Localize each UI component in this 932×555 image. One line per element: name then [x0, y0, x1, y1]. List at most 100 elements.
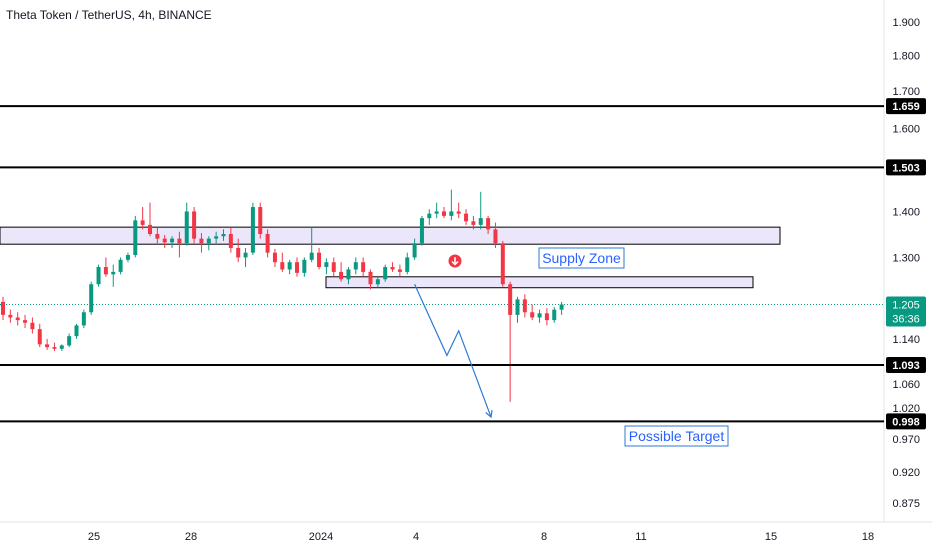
- level-price-box: [886, 159, 926, 176]
- candle-body: [464, 213, 469, 222]
- level-price-label: 1.659: [892, 101, 920, 113]
- candle-body: [125, 255, 130, 260]
- candle-body: [280, 262, 285, 270]
- candle-body: [265, 233, 270, 253]
- current-price-label: 1.205: [892, 299, 920, 311]
- level-price-box: [886, 357, 926, 374]
- upper-zone: [0, 226, 781, 245]
- candle-body: [214, 236, 219, 239]
- candle-body: [456, 211, 461, 214]
- projection-arrowhead: [485, 410, 493, 419]
- candle-body: [346, 269, 351, 280]
- candle-body: [15, 317, 20, 321]
- candle-body: [478, 218, 483, 225]
- level-price-label: 1.093: [892, 360, 920, 372]
- y-tick-label: 1.300: [892, 252, 920, 264]
- x-tick-label: 18: [862, 531, 874, 543]
- candle-body: [302, 259, 307, 273]
- candle-body: [522, 299, 527, 313]
- x-tick-label: 15: [765, 531, 777, 543]
- bar-countdown-label: 36:36: [892, 313, 920, 325]
- x-tick-label: 8: [541, 531, 547, 543]
- candle-body: [140, 220, 145, 225]
- projection-path: [414, 283, 492, 418]
- candle-body: [199, 238, 204, 244]
- levels: 1.659 1.503 1.093 0.998: [0, 98, 926, 430]
- candle-body: [221, 233, 226, 237]
- candle-body: [368, 271, 373, 285]
- candle-body: [537, 313, 542, 318]
- annotation-text: Possible Target: [629, 428, 725, 444]
- y-tick-label: 0.970: [892, 434, 920, 446]
- candle-body: [515, 299, 520, 315]
- x-tick-label: 28: [185, 531, 197, 543]
- y-tick-label: 1.020: [892, 403, 920, 415]
- candle-body: [243, 252, 248, 258]
- candle-body: [30, 322, 35, 330]
- candle-body: [59, 345, 64, 349]
- level-price-box: [886, 98, 926, 115]
- chart-title: Theta Token / TetherUS, 4h, BINANCE: [6, 8, 212, 22]
- x-tick-label: 4: [413, 531, 419, 543]
- candle-body: [8, 314, 13, 318]
- candle-body: [206, 238, 211, 244]
- candle-body: [170, 238, 175, 243]
- candle-body: [148, 224, 152, 234]
- possible-target-annotation: Possible Target: [624, 425, 729, 447]
- candle-body: [258, 207, 263, 234]
- candle-body: [118, 259, 123, 272]
- candle-body: [324, 262, 329, 268]
- candle-body: [544, 313, 549, 321]
- candle-body: [250, 207, 255, 253]
- candle-body: [1, 301, 5, 315]
- y-tick-label: 1.900: [892, 17, 920, 29]
- y-tick-label: 0.875: [892, 498, 920, 510]
- candle-body: [427, 213, 432, 219]
- candle-body: [375, 279, 380, 285]
- candle-body: [353, 262, 358, 270]
- candle-body: [530, 312, 535, 318]
- y-tick-label: 1.140: [892, 334, 920, 346]
- y-tick-label: 1.800: [892, 51, 920, 63]
- candle-body: [500, 243, 505, 285]
- y-tick-label: 1.700: [892, 86, 920, 98]
- candle-body: [177, 238, 182, 244]
- candle-body: [111, 271, 116, 275]
- candle-body: [412, 243, 417, 258]
- candles: [1, 189, 564, 402]
- supply-zone: [325, 276, 754, 289]
- candle-body: [442, 211, 446, 216]
- candle-body: [309, 252, 314, 260]
- level-price-box: [886, 413, 926, 430]
- candle-body: [89, 284, 94, 313]
- current-price-box: [886, 296, 926, 327]
- candle-body: [155, 233, 160, 239]
- candle-body: [96, 267, 101, 285]
- candle-body: [405, 257, 410, 272]
- candle-body: [508, 284, 513, 315]
- candle-body: [434, 211, 439, 214]
- candle-body: [383, 267, 388, 280]
- candle-body: [331, 262, 336, 272]
- candle-body: [486, 218, 491, 230]
- candle-body: [236, 247, 241, 258]
- candle-body: [272, 252, 277, 263]
- candle-body: [67, 336, 72, 346]
- candle-body: [162, 238, 167, 243]
- candle-body: [471, 221, 476, 225]
- sell-signal-icon: [448, 254, 462, 268]
- candle-body: [493, 229, 498, 244]
- candle-body: [397, 269, 402, 272]
- candle-body: [361, 262, 366, 272]
- supply-zone-annotation: Supply Zone: [538, 247, 625, 269]
- x-tick-label: 25: [88, 531, 100, 543]
- candle-body: [287, 262, 292, 270]
- level-price-label: 0.998: [892, 416, 920, 428]
- candle-body: [103, 267, 108, 275]
- candle-body: [74, 325, 79, 337]
- x-tick-label: 11: [635, 531, 646, 543]
- candle-body: [449, 211, 454, 216]
- candle-body: [419, 218, 424, 244]
